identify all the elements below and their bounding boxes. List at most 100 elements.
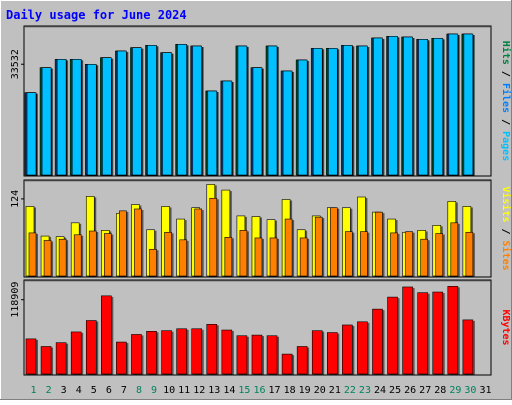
axis-title-panel-3: KBytes xyxy=(500,309,511,345)
xtick-label-day-11: 11 xyxy=(178,385,190,396)
ytick-label-2: 124 xyxy=(10,190,21,208)
axis-title-separator: / xyxy=(500,222,511,240)
xtick-label-day-30: 30 xyxy=(464,385,476,396)
bar-pages-day-7 xyxy=(117,50,127,176)
bar-sites-day-15 xyxy=(239,230,248,277)
bar-sites-day-8 xyxy=(134,208,142,277)
xtick-label-day-14: 14 xyxy=(223,385,235,396)
bar-pages-day-16 xyxy=(252,67,263,176)
bar-sites-day-7 xyxy=(119,210,127,277)
bar-sites-day-27 xyxy=(420,238,428,277)
bar-kbytes-day-9 xyxy=(146,330,157,375)
axis-title-part-files: Files xyxy=(500,83,512,113)
axis-title-panel-1: Hits / Files / Pages xyxy=(500,41,512,161)
bar-pages-day-20 xyxy=(312,48,323,176)
bar-kbytes-day-17 xyxy=(266,335,278,375)
xtick-label-day-12: 12 xyxy=(193,385,205,396)
xtick-label-day-8: 8 xyxy=(136,385,142,396)
bar-pages-day-10 xyxy=(162,52,172,176)
bar-sites-day-23 xyxy=(360,231,368,277)
bar-sites-day-25 xyxy=(390,232,398,277)
bar-kbytes-day-1 xyxy=(25,338,37,375)
bar-sites-day-20 xyxy=(314,216,323,277)
bar-kbytes-day-3 xyxy=(55,342,67,375)
bar-pages-day-3 xyxy=(56,59,67,176)
bar-sites-day-12 xyxy=(194,208,203,277)
ytick-label-1: 33532 xyxy=(10,49,21,79)
xtick-label-day-10: 10 xyxy=(163,385,175,396)
bar-sites-day-16 xyxy=(254,237,263,277)
bar-pages-day-5 xyxy=(86,64,97,176)
bar-pages-day-21 xyxy=(327,48,338,176)
bar-sites-day-21 xyxy=(329,207,338,277)
bar-sites-day-29 xyxy=(450,222,459,277)
bar-kbytes-day-6 xyxy=(101,295,112,375)
xtick-label-day-28: 28 xyxy=(434,385,446,396)
bar-kbytes-day-16 xyxy=(251,334,263,375)
xtick-label-day-20: 20 xyxy=(314,385,326,396)
bar-kbytes-day-28 xyxy=(432,291,444,375)
bar-sites-day-24 xyxy=(375,211,383,277)
bar-pages-day-29 xyxy=(448,33,459,176)
xtick-label-day-21: 21 xyxy=(329,385,341,396)
xtick-label-day-26: 26 xyxy=(404,385,416,396)
bar-kbytes-day-25 xyxy=(387,296,398,375)
axis-title-separator: / xyxy=(500,113,511,131)
axis-title-part-kbytes: KBytes xyxy=(500,309,511,345)
bar-pages-day-23 xyxy=(358,45,368,176)
bar-pages-day-8 xyxy=(132,47,142,176)
bar-sites-day-22 xyxy=(345,231,353,277)
bar-sites-day-9 xyxy=(149,248,157,277)
xtick-label-day-27: 27 xyxy=(419,385,431,396)
xtick-label-day-17: 17 xyxy=(269,385,281,396)
xtick-label-day-18: 18 xyxy=(284,385,296,396)
bar-pages-day-27 xyxy=(418,39,428,176)
axis-title-panel-2: Visits / Sites xyxy=(500,186,512,270)
bar-pages-day-25 xyxy=(388,36,398,176)
chart-title: Daily usage for June 2024 xyxy=(6,8,187,22)
bar-kbytes-day-30 xyxy=(462,319,474,375)
bar-pages-day-14 xyxy=(222,80,233,176)
xtick-label-day-29: 29 xyxy=(449,385,461,396)
xtick-label-day-1: 1 xyxy=(31,385,37,396)
bar-kbytes-day-14 xyxy=(221,329,233,375)
bar-pages-day-11 xyxy=(177,44,187,176)
bar-pages-day-1 xyxy=(26,92,37,176)
bar-kbytes-day-27 xyxy=(417,292,428,375)
bar-kbytes-day-22 xyxy=(342,324,353,375)
xtick-label-day-4: 4 xyxy=(76,385,82,396)
bar-pages-day-30 xyxy=(463,33,474,176)
bar-sites-day-11 xyxy=(179,239,187,277)
xtick-label-day-2: 2 xyxy=(46,385,52,396)
bar-kbytes-day-15 xyxy=(236,335,248,375)
bar-sites-day-6 xyxy=(104,233,112,277)
bar-kbytes-day-10 xyxy=(161,330,172,375)
bar-pages-day-9 xyxy=(147,45,157,176)
xtick-label-day-3: 3 xyxy=(61,385,67,396)
bar-kbytes-day-19 xyxy=(296,346,308,375)
xtick-label-day-22: 22 xyxy=(344,385,356,396)
bar-kbytes-day-18 xyxy=(281,353,293,375)
bar-kbytes-day-4 xyxy=(70,331,82,375)
bar-sites-day-13 xyxy=(209,197,218,277)
bar-sites-day-18 xyxy=(284,218,293,277)
bar-pages-day-26 xyxy=(403,36,413,176)
axis-title-separator: / xyxy=(500,65,511,83)
bar-sites-day-5 xyxy=(88,230,97,277)
xtick-label-day-13: 13 xyxy=(208,385,220,396)
bar-sites-day-1 xyxy=(28,232,37,277)
axis-title-part-pages: Pages xyxy=(500,131,511,161)
bar-pages-day-17 xyxy=(267,45,278,176)
xtick-label-day-15: 15 xyxy=(238,385,250,396)
bar-pages-day-15 xyxy=(237,45,248,176)
bar-pages-day-13 xyxy=(207,90,218,176)
ytick-label-3: 118909 xyxy=(10,282,21,318)
bar-sites-day-26 xyxy=(405,231,413,277)
bar-kbytes-day-24 xyxy=(372,308,383,375)
bar-pages-day-19 xyxy=(297,59,308,176)
bar-kbytes-day-12 xyxy=(191,328,203,375)
xtick-label-day-5: 5 xyxy=(91,385,97,396)
bar-kbytes-day-23 xyxy=(357,321,368,375)
